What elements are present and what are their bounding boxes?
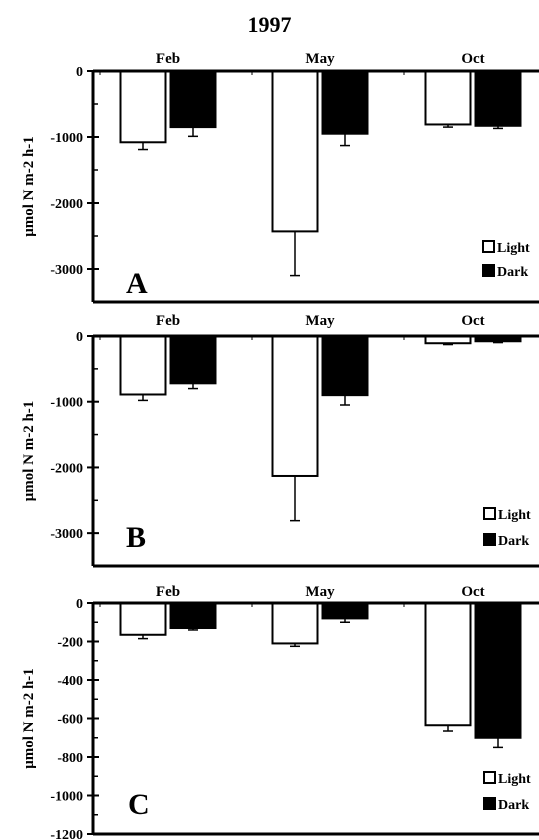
category-label: May: [305, 313, 335, 329]
legend-swatch-light: [482, 240, 495, 253]
y-axis-label: μmol N m-2 h-1: [21, 668, 37, 769]
bar-dark-may: [321, 602, 369, 620]
legend-swatch-dark: [483, 797, 496, 810]
legend-label-dark: Dark: [497, 265, 528, 280]
category-label: Feb: [156, 584, 180, 600]
chart-svg-b: μmol N m-2 h-1 0 -1000 -2000 -3000 Feb May Oct B…: [21, 313, 539, 568]
y-tick-label: -600: [57, 713, 83, 728]
bar-dark-feb: [169, 70, 217, 129]
y-tick-label: -1000: [50, 131, 83, 146]
y-tick-label: -1000: [50, 396, 83, 411]
legend-label-light: Light: [498, 508, 531, 523]
legend-swatch-dark: [483, 533, 496, 546]
bar-dark-feb: [169, 335, 217, 385]
y-tick-label: -2000: [50, 197, 83, 212]
y-tick-label: 0: [76, 65, 83, 80]
legend-label-light: Light: [497, 241, 530, 256]
chart-svg-c: μmol N m-2 h-1 0 -200 -400 -600 -800 -1000 -120…: [21, 584, 539, 840]
chart-panel-b: μmol N m-2 h-1 0 -1000 -2000 -3000 Feb May Oct B…: [0, 306, 539, 570]
y-tick-label: -2000: [50, 461, 83, 476]
y-tick-label: -1200: [50, 828, 83, 840]
y-tick-label: -3000: [50, 263, 83, 278]
y-tick-label: -800: [57, 751, 83, 766]
category-label: Feb: [156, 313, 180, 329]
chart-svg-a: μmol N m-2 h-1 0 -1000 -2000 -3000 Feb May Oct A…: [21, 51, 539, 304]
bar-light-may: [271, 335, 319, 477]
category-label: May: [305, 51, 335, 67]
y-tick-label: -200: [57, 636, 83, 651]
chart-panel-a: μmol N m-2 h-1 0 -1000 -2000 -3000 Feb May Oct A…: [0, 44, 539, 306]
y-axis-label: μmol N m-2 h-1: [21, 136, 37, 237]
y-tick-label: -400: [57, 674, 83, 689]
bar-dark-may: [321, 70, 369, 135]
category-label: Feb: [156, 51, 180, 67]
legend-swatch-light: [483, 507, 496, 520]
y-axis-label: μmol N m-2 h-1: [21, 401, 37, 502]
legend-label-dark: Dark: [498, 798, 529, 813]
panel-letter: A: [126, 267, 148, 300]
chart-panel-c: μmol N m-2 h-1 0 -200 -400 -600 -800 -1000 -120…: [0, 574, 539, 840]
panel-letter: C: [128, 788, 150, 821]
y-tick-label: 0: [76, 597, 83, 612]
bar-dark-may: [321, 335, 369, 397]
bar-light-oct: [424, 602, 472, 727]
bar-light-feb: [119, 335, 167, 396]
legend-swatch-dark: [482, 264, 495, 277]
bar-light-feb: [119, 602, 167, 636]
category-label: Oct: [461, 51, 484, 67]
legend-swatch-light: [483, 771, 496, 784]
bar-light-feb: [119, 70, 167, 144]
legend-label-light: Light: [498, 772, 531, 787]
legend-label-dark: Dark: [498, 534, 529, 549]
panel-letter: B: [126, 521, 146, 554]
bar-light-oct: [424, 70, 472, 126]
y-tick-label: 0: [76, 330, 83, 345]
y-tick-label: -3000: [50, 527, 83, 542]
bar-light-may: [271, 602, 319, 645]
category-label: May: [305, 584, 335, 600]
bar-light-may: [271, 70, 319, 233]
bar-dark-oct: [474, 70, 522, 127]
figure-title: 1997: [247, 12, 292, 37]
y-tick-label: -1000: [50, 790, 83, 805]
category-label: Oct: [461, 584, 484, 600]
bar-dark-oct: [474, 602, 522, 739]
bar-dark-feb: [169, 602, 217, 630]
category-label: Oct: [461, 313, 484, 329]
